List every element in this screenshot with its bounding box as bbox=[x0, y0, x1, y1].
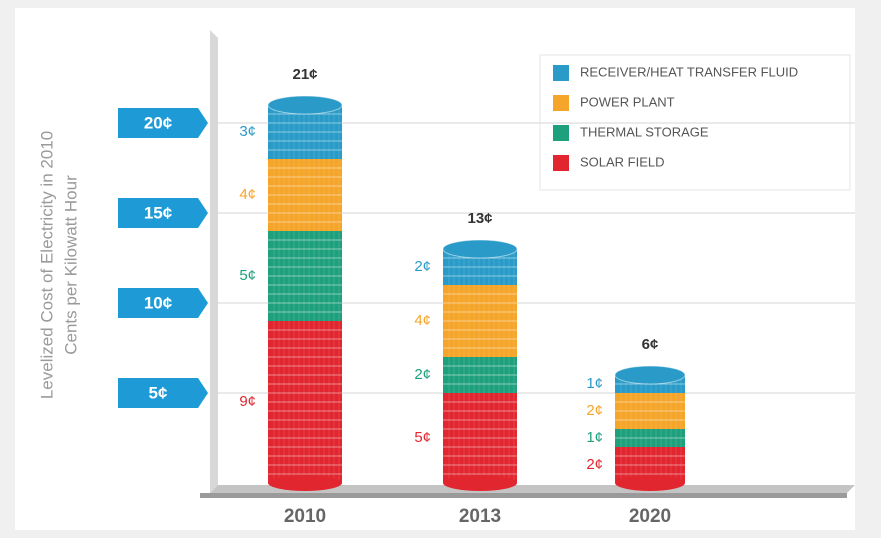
value-label: 4¢ bbox=[414, 312, 431, 329]
y-axis-label-line: Levelized Cost of Electricity in 2010 bbox=[37, 131, 56, 399]
legend-label: THERMAL STORAGE bbox=[580, 124, 709, 139]
value-label: 5¢ bbox=[239, 267, 256, 284]
y-tick-label: 10¢ bbox=[144, 293, 173, 312]
y-tick-label: 5¢ bbox=[149, 383, 168, 402]
legend-label: POWER PLANT bbox=[580, 94, 675, 109]
legend-swatch bbox=[553, 95, 569, 111]
y-tick-label: 15¢ bbox=[144, 203, 173, 222]
value-label: 2¢ bbox=[414, 258, 431, 275]
bar-top bbox=[615, 366, 685, 384]
x-tick-label: 2013 bbox=[459, 506, 501, 527]
value-label: 2¢ bbox=[586, 402, 603, 419]
legend-swatch bbox=[553, 155, 569, 171]
value-label: 5¢ bbox=[414, 429, 431, 446]
bar-bottom bbox=[443, 475, 517, 491]
y-axis-label-line: Cents per Kilowatt Hour bbox=[61, 175, 80, 355]
x-tick-label: 2020 bbox=[629, 506, 671, 527]
total-label: 6¢ bbox=[642, 336, 659, 353]
value-label: 4¢ bbox=[239, 186, 256, 203]
value-label: 1¢ bbox=[586, 375, 603, 392]
legend-swatch bbox=[553, 65, 569, 81]
y-tick-label: 20¢ bbox=[144, 113, 173, 132]
total-label: 13¢ bbox=[467, 210, 492, 227]
bar-bottom bbox=[268, 475, 342, 491]
legend-label: RECEIVER/HEAT TRANSFER FLUID bbox=[580, 64, 798, 79]
left-wall bbox=[210, 30, 218, 493]
bar-top bbox=[443, 240, 517, 258]
value-label: 1¢ bbox=[586, 429, 603, 446]
bar-bottom bbox=[615, 475, 685, 491]
x-tick-label: 2010 bbox=[284, 506, 326, 527]
value-label: 2¢ bbox=[414, 366, 431, 383]
legend-label: SOLAR FIELD bbox=[580, 154, 665, 169]
value-label: 3¢ bbox=[239, 123, 256, 140]
chart: Levelized Cost of Electricity in 2010 Ce… bbox=[0, 0, 881, 538]
value-label: 9¢ bbox=[239, 393, 256, 410]
legend-swatch bbox=[553, 125, 569, 141]
value-label: 2¢ bbox=[586, 456, 603, 473]
bar-top bbox=[268, 96, 342, 114]
floor-edge bbox=[200, 493, 847, 498]
total-label: 21¢ bbox=[292, 66, 317, 83]
